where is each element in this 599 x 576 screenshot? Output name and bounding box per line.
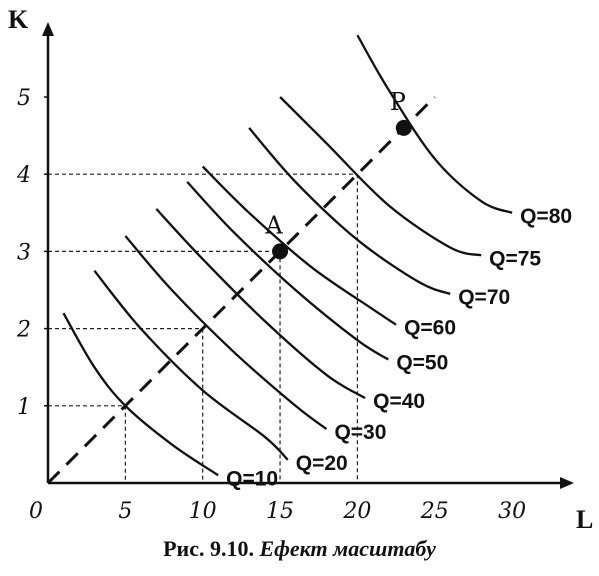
caption-prefix: Рис. 9.10. <box>163 536 254 561</box>
axes: LK <box>8 5 593 534</box>
isoquant-q40 <box>155 208 366 400</box>
x-tick-label-20: 20 <box>342 499 371 524</box>
x-tick-label-10: 10 <box>189 499 217 524</box>
x-tick-label-25: 25 <box>420 499 449 524</box>
isoquant-q60 <box>201 165 397 326</box>
scale-ray <box>46 95 436 485</box>
y-axis-label: K <box>8 5 29 34</box>
curve-label-q40: Q=40 <box>373 390 425 413</box>
isoquant-q30 <box>124 235 328 430</box>
y-tick-label-5: 5 <box>17 86 31 111</box>
isoquant-q70 <box>248 127 451 295</box>
curve-label-q75: Q=75 <box>489 247 541 270</box>
curve-label-q60: Q=60 <box>404 317 456 340</box>
curve-labels: Q=10 Q=20 Q=30 Q=40 Q=50 Q=60Q=70 Q=75 Q=80 <box>226 205 572 490</box>
x-tick-label-5: 5 <box>118 499 132 524</box>
x-tick-label-15: 15 <box>266 499 294 524</box>
curve-label-q70: Q=70 <box>458 286 510 309</box>
y-tick-label-1: 1 <box>17 395 31 420</box>
isoquant-q80 <box>356 34 513 214</box>
marked-points: AP <box>264 88 412 260</box>
curve-label-q10: Q=10 <box>226 467 278 490</box>
point-a <box>272 243 289 260</box>
point-p <box>395 119 412 136</box>
caption-title: Ефект масштабу <box>259 536 436 561</box>
isoquant-q20 <box>93 269 289 461</box>
x-axis-label: L <box>576 505 593 534</box>
curve-label-q50: Q=50 <box>396 351 448 374</box>
isoquant-q75 <box>279 96 482 257</box>
y-axis-arrow-icon <box>42 22 54 36</box>
x-axis-arrow-icon <box>560 477 574 489</box>
curve-label-q80: Q=80 <box>520 205 572 228</box>
isoquant-q50 <box>186 181 389 361</box>
expansion-ray <box>46 95 436 485</box>
y-tick-label-4: 4 <box>16 163 31 188</box>
tick-labels: 0 5 10 15 20 25 30 1 2 3 4 5 <box>16 86 526 524</box>
y-tick-label-3: 3 <box>17 240 31 265</box>
curve-label-q30: Q=30 <box>334 421 386 444</box>
point-label-p: P <box>390 88 406 116</box>
curve-label-q20: Q=20 <box>296 452 348 475</box>
x-tick-label-30: 30 <box>498 499 526 524</box>
guide-lines <box>48 173 358 483</box>
figure-caption: Рис. 9.10. Ефект масштабу <box>0 536 599 562</box>
isoquant-curves <box>62 34 513 477</box>
point-label-a: A <box>264 211 283 239</box>
y-tick-label-2: 2 <box>16 318 31 343</box>
x-tick-label-0: 0 <box>29 499 43 524</box>
isoquant-q10 <box>62 312 219 477</box>
